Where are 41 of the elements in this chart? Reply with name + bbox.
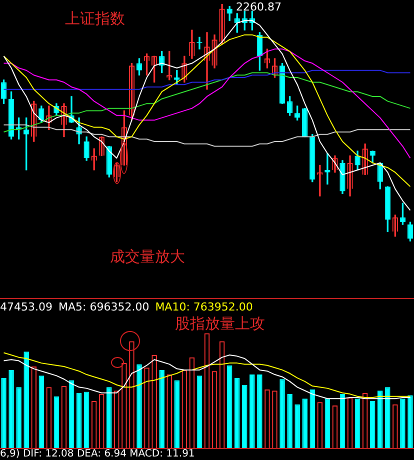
bar [408,395,413,448]
bar [242,384,248,448]
text: MA10: 763952.00 [155,300,253,314]
bar [76,392,82,448]
bar [16,387,22,448]
bar [280,379,285,448]
bar [310,389,316,448]
bar [38,376,44,448]
bar [257,374,262,448]
text: 股指放量上攻 [175,314,265,332]
bar [106,387,112,448]
bar [226,365,232,448]
bar [1,378,6,448]
bar [24,352,29,448]
bar [68,380,74,448]
bar [54,396,60,448]
bar [400,398,406,448]
bar [174,380,180,448]
bar [136,364,142,448]
annotation: 上证指数 [65,9,125,28]
bar [84,392,90,448]
bar [287,394,292,448]
bar [294,404,300,448]
bar [340,394,346,448]
annotation: 2260.87 [236,0,282,14]
bar [234,378,240,448]
bar [324,398,330,448]
bar [385,387,390,448]
bar [370,400,376,448]
text: MA5: 696352.00 [58,300,150,314]
text: 47453.09 [0,300,52,314]
candlestick [196,36,202,50]
bar [159,370,164,448]
bar [354,398,360,448]
text: 成交量放大 [110,247,185,266]
bar [377,390,383,448]
text: 6,9) DIF: 12.08 DEA: 6.94 MACD: 11.91 [0,448,195,460]
bar [250,374,255,448]
bar [302,398,308,448]
bar [196,376,202,448]
bar [8,370,14,448]
